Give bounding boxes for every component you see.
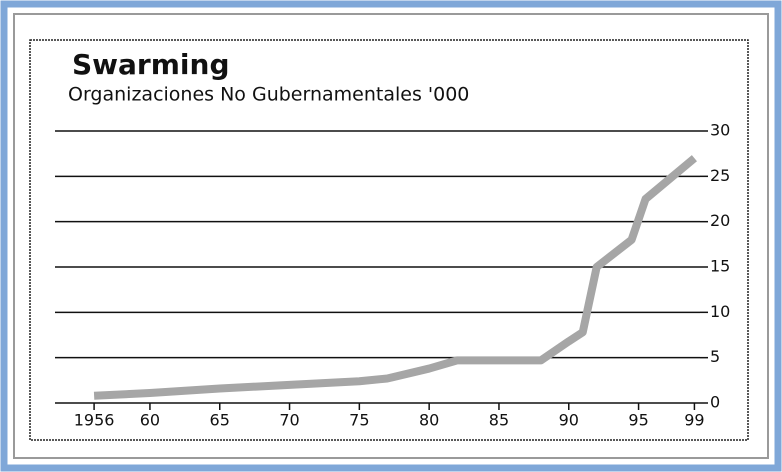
y-tick-label: 5 <box>710 347 720 366</box>
y-tick-label: 10 <box>710 302 730 321</box>
x-tick-label: 95 <box>628 411 648 430</box>
x-tick-label: 65 <box>210 411 230 430</box>
y-tick-label: 15 <box>710 257 730 276</box>
x-tick-label: 1956 <box>74 411 115 430</box>
y-tick-label: 0 <box>710 393 720 412</box>
x-tick-label: 70 <box>279 411 299 430</box>
x-tick-label: 75 <box>349 411 369 430</box>
y-tick-label: 20 <box>710 211 730 230</box>
y-tick-label: 30 <box>710 121 730 140</box>
x-tick-label: 99 <box>684 411 704 430</box>
y-tick-label: 25 <box>710 166 730 185</box>
x-tick-label: 60 <box>140 411 160 430</box>
data-line <box>93 155 697 400</box>
chart-subtitle: Organizaciones No Gubernamentales '000 <box>68 84 469 106</box>
chart-title: Swarming <box>72 48 230 81</box>
x-tick-label: 80 <box>419 411 439 430</box>
x-tick-label: 90 <box>559 411 579 430</box>
x-tick-label: 85 <box>489 411 509 430</box>
